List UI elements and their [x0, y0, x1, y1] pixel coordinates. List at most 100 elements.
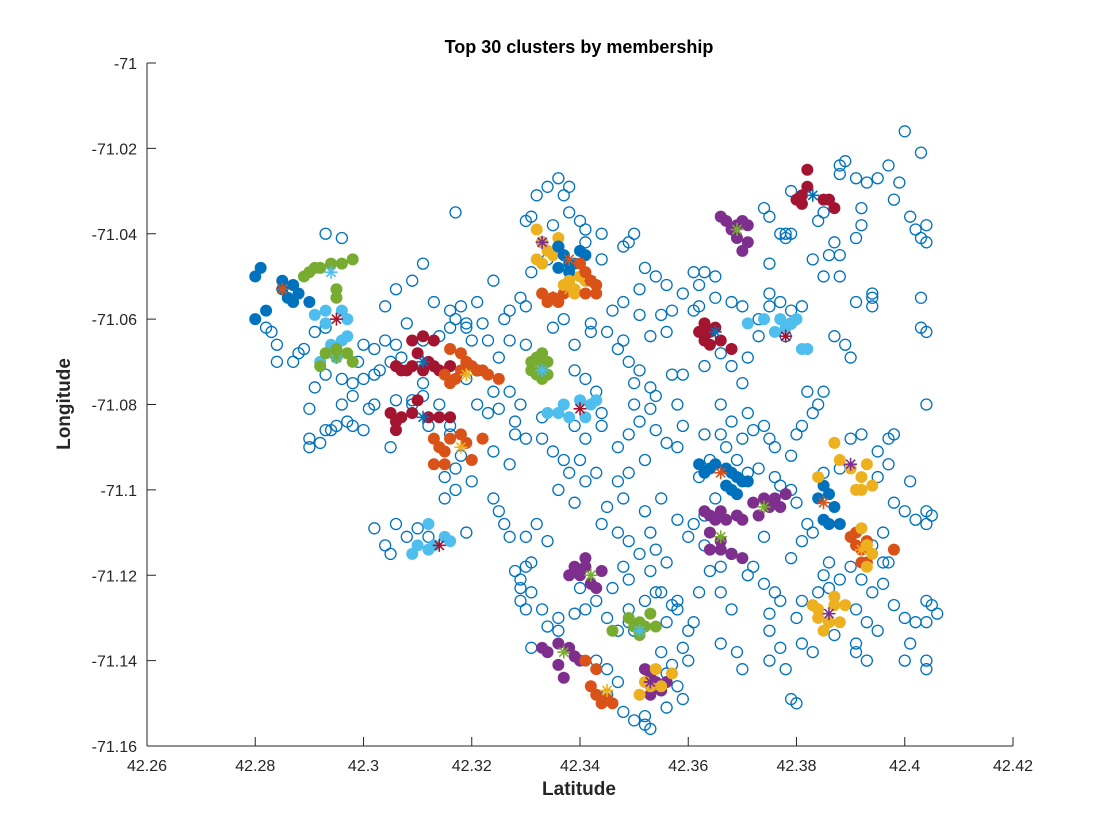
cluster-point [822, 518, 835, 531]
cluster-point [584, 680, 597, 693]
unclustered-point [790, 611, 803, 625]
unclustered-point [568, 338, 581, 351]
cluster-point [427, 334, 440, 347]
unclustered-point [492, 505, 505, 518]
unclustered-point [741, 569, 754, 582]
cluster-point [730, 232, 743, 245]
y-tick-label: -71.14 [92, 654, 137, 671]
unclustered-point [460, 317, 473, 330]
unclustered-point [844, 560, 857, 573]
cluster-point [536, 287, 549, 300]
unclustered-point [519, 214, 533, 228]
unclustered-point [611, 475, 625, 488]
unclustered-point [595, 253, 608, 266]
unclustered-point [611, 675, 625, 689]
unclustered-point [503, 458, 516, 471]
y-tick-label: -71.06 [92, 312, 137, 329]
unclustered-point [812, 398, 825, 411]
cluster-point [693, 325, 706, 338]
unclustered-point [476, 317, 489, 330]
unclustered-point [920, 654, 933, 667]
unclustered-point [622, 573, 635, 586]
unclustered-point [784, 449, 798, 462]
cluster-point [833, 518, 846, 531]
unclustered-point [514, 594, 527, 608]
cluster-centroid-marker [324, 265, 338, 279]
unclustered-point [866, 300, 879, 313]
unclustered-point [644, 722, 657, 736]
unclustered-point [714, 637, 727, 650]
unclustered-point [617, 492, 630, 505]
unclustered-point [730, 645, 744, 659]
cluster-centroid-marker [730, 222, 744, 236]
unclustered-point [384, 441, 397, 454]
unclustered-point [725, 295, 738, 309]
unclustered-point [784, 184, 798, 198]
cluster-point [855, 471, 868, 484]
unclustered-point [633, 415, 646, 428]
cluster-point [698, 317, 711, 330]
cluster-centroid-marker [329, 312, 343, 326]
unclustered-point [763, 210, 776, 223]
cluster-point [606, 624, 619, 637]
unclustered-point [887, 496, 901, 509]
cluster-point [758, 313, 771, 326]
unclustered-point [552, 611, 565, 625]
unclustered-point [709, 291, 722, 304]
cluster-point [454, 347, 467, 360]
cluster-point [812, 471, 825, 484]
cluster-point [541, 355, 554, 368]
cluster-point [438, 458, 451, 471]
unclustered-point [649, 270, 662, 283]
unclustered-point [909, 513, 922, 526]
unclustered-point [920, 236, 933, 249]
unclustered-point [714, 428, 727, 441]
cluster-point [260, 304, 273, 317]
unclustered-point [747, 560, 760, 573]
unclustered-point [378, 300, 392, 313]
cluster-centroid-marker [275, 282, 289, 296]
unclustered-point [525, 641, 538, 654]
cluster-point [319, 347, 332, 360]
cluster-point [552, 261, 565, 274]
unclustered-point [806, 526, 819, 539]
cluster-point [790, 313, 803, 326]
unclustered-point [665, 368, 679, 381]
unclustered-point [752, 330, 765, 343]
y-tick-label: -71.02 [92, 141, 137, 158]
cluster-point [568, 560, 581, 573]
cluster-point [546, 249, 559, 262]
unclustered-point [600, 663, 614, 676]
cluster-point [492, 372, 505, 385]
unclustered-point [508, 428, 522, 441]
unclustered-point [703, 564, 717, 578]
unclustered-point [757, 201, 771, 215]
cluster-point [308, 308, 321, 321]
unclustered-point [557, 189, 570, 202]
unclustered-point [909, 616, 922, 629]
cluster-point [384, 407, 397, 420]
cluster-point [444, 360, 457, 373]
cluster-point [595, 564, 608, 577]
cluster-point [574, 244, 586, 257]
cluster-point [822, 616, 835, 629]
cluster-point [249, 313, 262, 326]
unclustered-point [763, 300, 776, 313]
unclustered-point [768, 586, 781, 599]
unclustered-point [817, 569, 830, 582]
unclustered-point [357, 372, 370, 386]
unclustered-point [319, 368, 332, 381]
cluster-point [590, 663, 603, 676]
cluster-point [417, 330, 430, 343]
cluster-point [541, 646, 554, 659]
cluster-point [411, 539, 424, 552]
unclustered-point [627, 714, 641, 727]
unclustered-point [633, 283, 646, 296]
unclustered-point [660, 556, 673, 569]
unclustered-point [638, 709, 652, 723]
unclustered-point [357, 423, 370, 437]
unclustered-point [449, 462, 462, 475]
unclustered-point [649, 543, 662, 556]
cluster-point [557, 671, 570, 684]
